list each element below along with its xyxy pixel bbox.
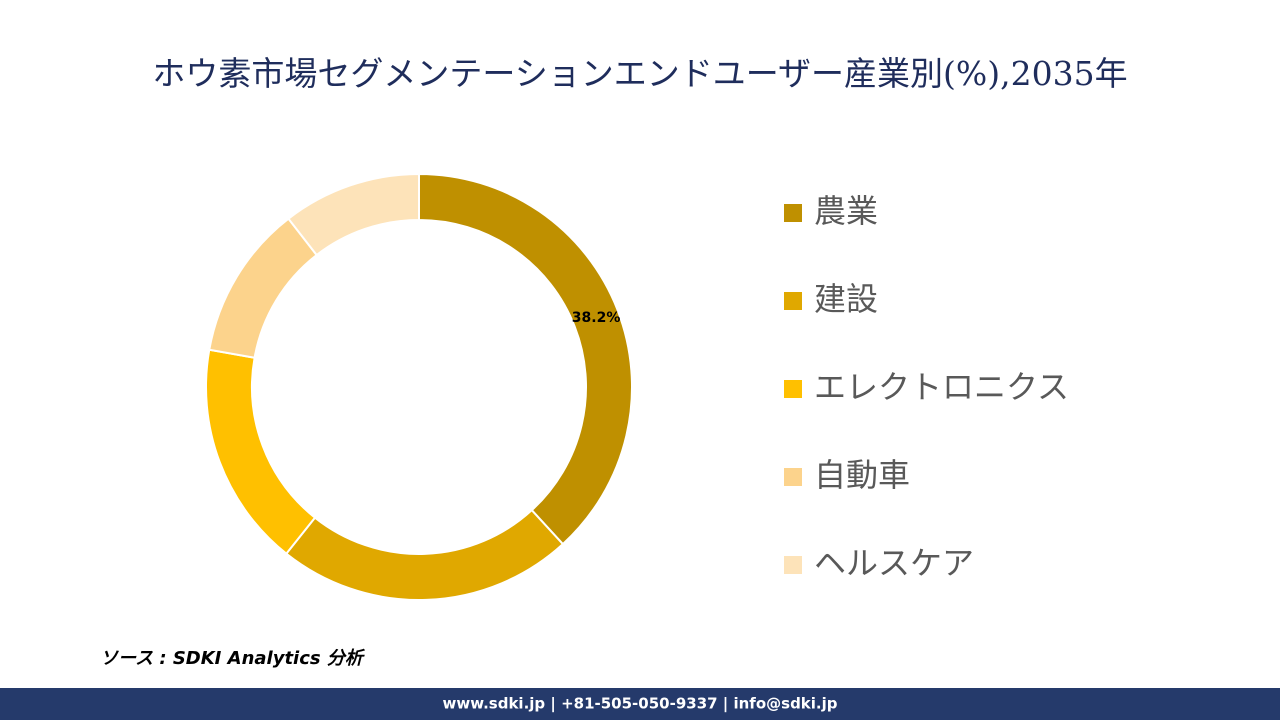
donut-segment [418,172,633,546]
legend-label: 農業 [814,192,878,230]
donut-segment [287,172,420,257]
legend-swatch [784,380,802,398]
chart-title: ホウ素市場セグメンテーションエンドユーザー産業別(%),2035年 [152,54,1127,93]
source: ソース : SDKI Analytics 分析 [100,648,366,669]
footer-bar [0,688,1280,720]
legend-label: ヘルスケア [814,544,974,582]
donut-segment [284,508,565,601]
legend-label: エレクトロニクス [814,368,1069,406]
donut-segment [205,348,317,556]
footer: www.sdki.jp | +81-505-050-9337 | info@sd… [442,695,837,714]
donut-segment [208,217,319,359]
legend-swatch [784,204,802,222]
legend-swatch [784,556,802,574]
legend-swatch [784,292,802,310]
legend-label: 建設 [814,280,878,318]
legend-label: 自動車 [814,456,910,494]
legend-swatch [784,468,802,486]
data-label: 38.2% [572,310,621,326]
